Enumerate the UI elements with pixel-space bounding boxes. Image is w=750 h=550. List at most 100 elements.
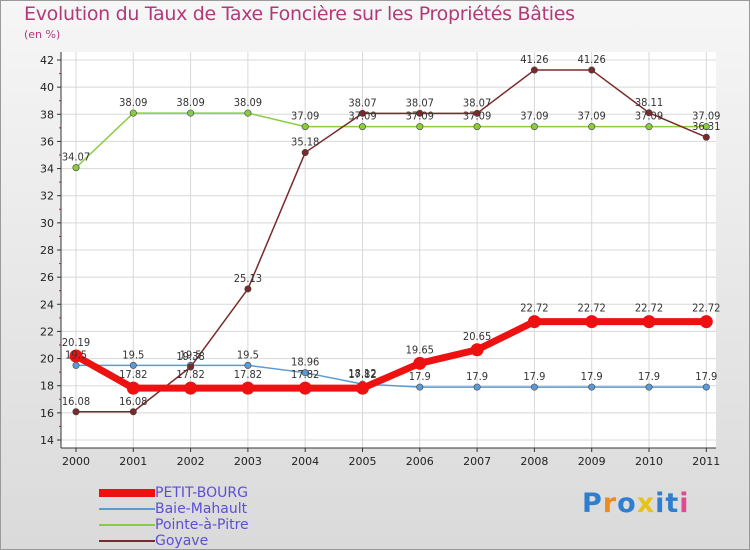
- data-label-petit-bourg: 17.82: [119, 368, 147, 381]
- data-label-baie-mahault: 19.5: [122, 348, 144, 361]
- data-point-petit-bourg: [298, 381, 312, 395]
- data-point-pointe-pitre: [187, 109, 195, 117]
- y-tick-label: 38: [40, 108, 54, 121]
- data-label-goyave: 38.11: [635, 96, 663, 109]
- data-point-baie-mahault: [645, 383, 653, 391]
- data-point-petit-bourg: [69, 349, 83, 363]
- data-point-pointe-pitre: [129, 109, 137, 117]
- data-point-pointe-pitre: [530, 123, 538, 131]
- data-point-petit-bourg: [413, 356, 427, 370]
- data-label-petit-bourg: 17.82: [176, 368, 204, 381]
- y-tick-label: 32: [40, 190, 54, 203]
- data-point-baie-mahault: [588, 383, 596, 391]
- x-tick-label: 2003: [234, 455, 262, 468]
- data-label-baie-mahault: 19.5: [65, 348, 87, 361]
- data-label-petit-bourg: 19.65: [406, 343, 434, 356]
- data-label-goyave: 19.38: [176, 350, 204, 363]
- series-line-goyave: [75, 69, 708, 413]
- data-label-baie-mahault: 18.96: [291, 356, 319, 369]
- data-label-petit-bourg: 22.72: [635, 302, 663, 315]
- data-point-goyave: [244, 285, 252, 293]
- data-label-pointe-pitre: 37.09: [348, 110, 376, 123]
- y-tick-label: 42: [40, 54, 54, 67]
- data-label-goyave: 25.13: [234, 272, 262, 285]
- data-label-goyave: 38.07: [463, 96, 491, 109]
- x-tick-label: 2008: [520, 455, 548, 468]
- data-point-petit-bourg: [184, 381, 198, 395]
- data-label-pointe-pitre: 37.09: [406, 110, 434, 123]
- data-label-baie-mahault: 17.9: [695, 370, 717, 383]
- data-label-petit-bourg: 22.72: [692, 302, 720, 315]
- legend-label: Goyave: [155, 533, 209, 549]
- series-line-pointe-pitre: [75, 112, 708, 169]
- data-point-pointe-pitre: [244, 109, 252, 117]
- data-label-goyave: 38.07: [348, 96, 376, 109]
- data-point-goyave: [530, 66, 538, 74]
- data-label-baie-mahault: 17.9: [523, 370, 545, 383]
- y-tick-label: 24: [40, 298, 54, 311]
- x-tick-label: 2001: [119, 455, 147, 468]
- data-point-goyave: [129, 408, 137, 416]
- data-label-goyave: 35.18: [291, 136, 319, 149]
- data-label-petit-bourg: 20.65: [463, 330, 491, 343]
- data-label-petit-bourg: 22.72: [520, 302, 548, 315]
- data-point-pointe-pitre: [473, 123, 481, 131]
- legend-swatch: [99, 489, 155, 497]
- data-label-baie-mahault: 17.9: [638, 370, 660, 383]
- y-tick-label: 30: [40, 217, 54, 230]
- y-tick-label: 34: [40, 163, 54, 176]
- data-label-goyave: 16.08: [62, 395, 90, 408]
- data-point-goyave: [645, 109, 653, 117]
- data-label-baie-mahault: 17.9: [581, 370, 603, 383]
- data-label-baie-mahault: 19.5: [237, 348, 259, 361]
- legend-swatch: [99, 540, 155, 542]
- data-point-petit-bourg: [642, 315, 656, 329]
- y-axis-unit: (en %): [24, 28, 61, 41]
- data-label-pointe-pitre: 37.09: [635, 110, 663, 123]
- y-tick-label: 26: [40, 271, 54, 284]
- data-point-pointe-pitre: [416, 123, 424, 131]
- y-tick-label: 18: [40, 380, 54, 393]
- data-label-petit-bourg: 22.72: [578, 302, 606, 315]
- logo-letter: i: [679, 488, 690, 519]
- data-point-pointe-pitre: [645, 123, 653, 131]
- data-point-pointe-pitre: [702, 123, 710, 131]
- x-tick-label: 2000: [62, 455, 90, 468]
- data-point-goyave: [473, 109, 481, 117]
- data-label-goyave: 41.26: [520, 53, 548, 66]
- x-tick-label: 2011: [692, 455, 720, 468]
- data-point-baie-mahault: [416, 383, 424, 391]
- y-tick-label: 28: [40, 244, 54, 257]
- logo-letter: r: [602, 488, 618, 519]
- x-tick-label: 2007: [463, 455, 491, 468]
- series-line-baie-mahault: [75, 364, 708, 388]
- data-point-petit-bourg: [356, 381, 369, 395]
- data-point-goyave: [588, 66, 596, 74]
- x-tick-label: 2002: [177, 455, 205, 468]
- data-label-baie-mahault: 17.9: [409, 370, 431, 383]
- legend-label: Baie-Mahault: [155, 501, 248, 517]
- data-label-pointe-pitre: 37.09: [578, 110, 606, 123]
- x-tick-label: 2009: [578, 455, 606, 468]
- data-point-petit-bourg: [527, 315, 541, 329]
- data-point-goyave: [702, 133, 710, 141]
- legend-swatch: [99, 508, 155, 510]
- data-label-pointe-pitre: 37.09: [692, 110, 720, 123]
- data-label-pointe-pitre: 37.09: [291, 110, 319, 123]
- data-point-pointe-pitre: [358, 123, 366, 131]
- logo-letter: t: [665, 488, 680, 519]
- data-label-petit-bourg: 20.19: [62, 336, 90, 349]
- data-point-baie-mahault: [72, 361, 80, 369]
- data-point-baie-mahault: [244, 361, 252, 369]
- series-line-petit-bourg: [72, 318, 710, 392]
- data-label-petit-bourg: 17.82: [234, 368, 262, 381]
- data-point-pointe-pitre: [301, 123, 309, 131]
- data-point-goyave: [358, 109, 366, 117]
- y-tick-label: 40: [40, 81, 54, 94]
- data-point-goyave: [72, 408, 80, 416]
- y-tick-label: 16: [40, 407, 54, 420]
- y-tick-label: 20: [40, 353, 54, 366]
- proxiti-logo: Proxiti: [582, 488, 690, 519]
- logo-letter: o: [617, 488, 637, 519]
